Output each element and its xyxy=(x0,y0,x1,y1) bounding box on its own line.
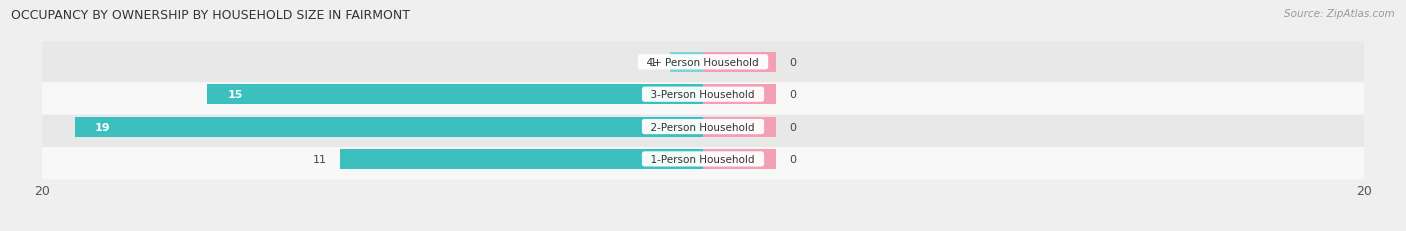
FancyBboxPatch shape xyxy=(21,42,1385,83)
FancyBboxPatch shape xyxy=(21,74,1385,115)
Bar xyxy=(669,52,703,73)
Bar xyxy=(75,117,703,137)
FancyBboxPatch shape xyxy=(21,139,1385,179)
Text: 11: 11 xyxy=(312,154,326,164)
Bar xyxy=(703,52,776,73)
Bar xyxy=(703,117,776,137)
Text: 15: 15 xyxy=(228,90,243,100)
Text: 19: 19 xyxy=(96,122,111,132)
Legend: Owner-occupied, Renter-occupied: Owner-occupied, Renter-occupied xyxy=(575,228,831,231)
Text: OCCUPANCY BY OWNERSHIP BY HOUSEHOLD SIZE IN FAIRMONT: OCCUPANCY BY OWNERSHIP BY HOUSEHOLD SIZE… xyxy=(11,9,411,22)
Text: 1: 1 xyxy=(650,58,657,67)
Bar xyxy=(207,85,703,105)
Text: Source: ZipAtlas.com: Source: ZipAtlas.com xyxy=(1284,9,1395,19)
Bar xyxy=(703,149,776,169)
Text: 4+ Person Household: 4+ Person Household xyxy=(641,58,765,67)
Bar xyxy=(703,85,776,105)
Text: 2-Person Household: 2-Person Household xyxy=(644,122,762,132)
Text: 1-Person Household: 1-Person Household xyxy=(644,154,762,164)
Text: 0: 0 xyxy=(789,58,796,67)
Text: 0: 0 xyxy=(789,122,796,132)
Text: 0: 0 xyxy=(789,154,796,164)
FancyBboxPatch shape xyxy=(21,107,1385,147)
Text: 3-Person Household: 3-Person Household xyxy=(644,90,762,100)
Text: 0: 0 xyxy=(789,90,796,100)
Bar xyxy=(339,149,703,169)
